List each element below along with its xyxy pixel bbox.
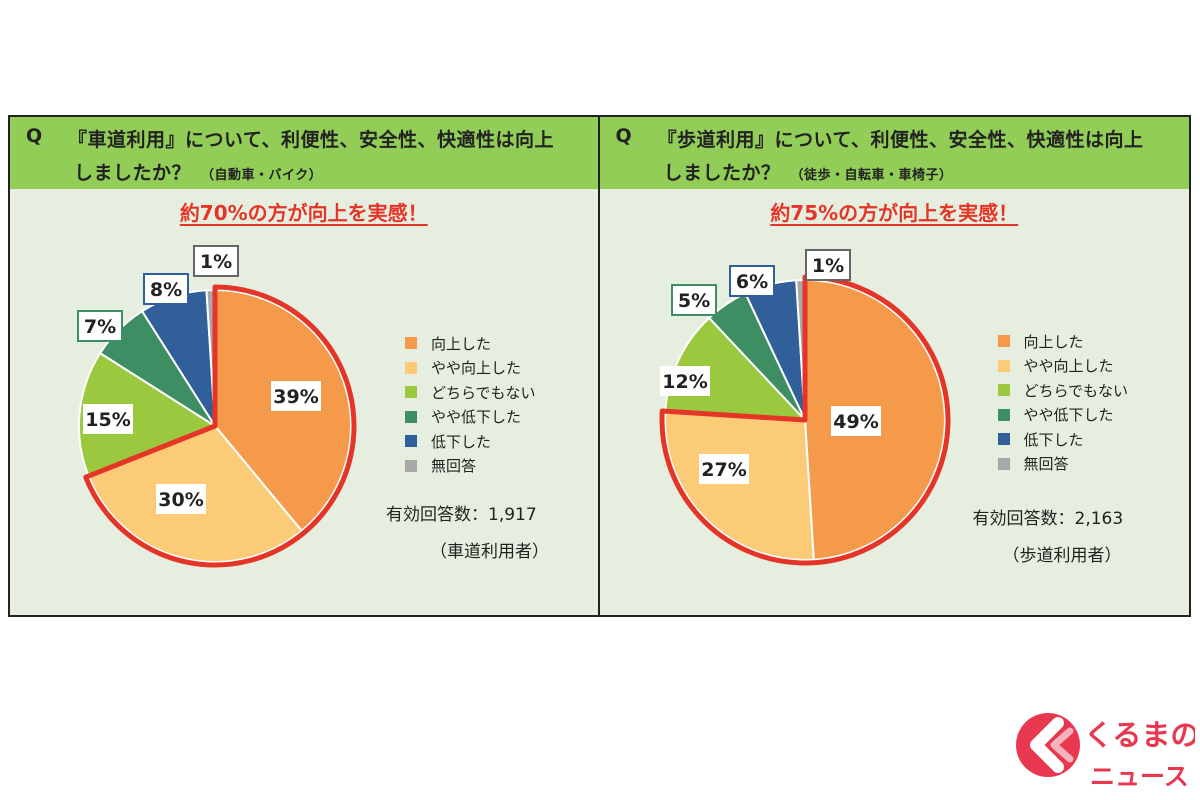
svg-text:39%: 39% bbox=[273, 386, 318, 408]
legend-swatch bbox=[997, 457, 1010, 470]
legend-item: やや低下した bbox=[997, 403, 1129, 428]
data-label-3: 12% bbox=[659, 366, 710, 396]
svg-text:5%: 5% bbox=[677, 290, 709, 312]
data-label-3: 15% bbox=[83, 404, 133, 434]
svg-text:1%: 1% bbox=[200, 251, 232, 273]
legend-item: やや向上した bbox=[405, 356, 536, 381]
data-label-6: 1% bbox=[193, 245, 239, 277]
pie-slice-2 bbox=[663, 410, 815, 561]
legend-swatch bbox=[997, 384, 1010, 397]
legend-label: やや低下した bbox=[1023, 406, 1114, 425]
question-bar: Q 『車道利用』について、利便性、安全性、快適性は向上 しましたか？ （自動車・バ… bbox=[10, 117, 598, 189]
headline: 約70%の方が向上を実感！ bbox=[179, 201, 428, 225]
respondent-group: （車道利用者） bbox=[430, 542, 549, 562]
data-label-4: 5% bbox=[670, 284, 717, 316]
svg-text:8%: 8% bbox=[150, 279, 182, 301]
svg-text:7%: 7% bbox=[84, 316, 116, 338]
legend-item: 無回答 bbox=[997, 452, 1129, 477]
respondent-count: 有効回答数：2,163 bbox=[972, 509, 1124, 529]
question-line-2-text: しましたか？ bbox=[74, 162, 192, 184]
legend-label: やや向上した bbox=[431, 359, 522, 378]
legend-item: どちらでもない bbox=[997, 378, 1129, 403]
survey-figure: Q 『車道利用』について、利便性、安全性、快適性は向上 しましたか？ （自動車・バ… bbox=[8, 115, 1191, 617]
svg-text:15%: 15% bbox=[85, 409, 130, 431]
legend-item: 向上した bbox=[997, 329, 1129, 354]
question-line-2: しましたか？ （自動車・バイク） bbox=[74, 158, 322, 185]
legend-swatch bbox=[405, 386, 417, 399]
pie-slice-3 bbox=[78, 351, 218, 478]
data-label-2: 30% bbox=[156, 484, 206, 514]
question-line-2: しましたか？ （徒歩・自転車・車椅子） bbox=[664, 158, 953, 185]
legend-swatch bbox=[997, 433, 1010, 446]
legend-swatch bbox=[405, 337, 417, 350]
svg-text:30%: 30% bbox=[158, 489, 203, 511]
logo-text-bottom: ニュース bbox=[1090, 762, 1189, 791]
legend-label: 無回答 bbox=[1023, 455, 1069, 474]
legend-item: やや低下した bbox=[405, 405, 536, 430]
legend-label: 向上した bbox=[1023, 332, 1084, 351]
pie-chart-sidewalk: 49% 27% 12% 5% 6% 1% bbox=[659, 249, 950, 566]
legend: 向上したやや向上した どちらでもない やや低下した 低下した無回答 bbox=[405, 331, 536, 478]
respondent-count: 有効回答数：1,917 bbox=[386, 505, 537, 525]
legend-item: どちらでもない bbox=[405, 380, 536, 405]
question-line-1: 『歩道利用』について、利便性、安全性、快適性は向上 bbox=[657, 129, 1144, 151]
data-label-1: 49% bbox=[830, 406, 881, 436]
data-label-2: 27% bbox=[698, 454, 749, 484]
legend-label: 低下した bbox=[431, 432, 492, 451]
legend-swatch bbox=[997, 359, 1010, 372]
headline: 約75%の方が向上を実感！ bbox=[770, 201, 1019, 225]
road-use-panel: Q 『車道利用』について、利便性、安全性、快適性は向上 しましたか？ （自動車・バ… bbox=[10, 117, 600, 615]
question-bar: Q 『歩道利用』について、利便性、安全性、快適性は向上 しましたか？ （徒歩・自転… bbox=[599, 117, 1189, 189]
svg-text:27%: 27% bbox=[701, 459, 746, 481]
legend-item: やや向上した bbox=[997, 354, 1129, 379]
legend-label: やや向上した bbox=[1023, 357, 1114, 376]
kuruma-news-logo: くるまの ニュース bbox=[1016, 713, 1195, 791]
legend-label: 向上した bbox=[431, 334, 492, 353]
logo-mark-icon bbox=[1016, 713, 1080, 777]
legend-item: 無回答 bbox=[405, 454, 536, 479]
svg-text:6%: 6% bbox=[735, 271, 767, 293]
data-label-5: 8% bbox=[143, 273, 189, 305]
logo-text-top: くるまの bbox=[1084, 718, 1195, 752]
legend-label: どちらでもない bbox=[1023, 381, 1129, 400]
data-label-6: 1% bbox=[804, 249, 851, 281]
legend-item: 低下した bbox=[997, 427, 1129, 452]
legend: 向上したやや向上した どちらでもない やや低下した 低下した無回答 bbox=[997, 329, 1129, 477]
question-mark: Q bbox=[615, 125, 632, 147]
question-mark: Q bbox=[26, 125, 43, 147]
legend-swatch bbox=[997, 408, 1010, 421]
question-line-2-text: しましたか？ bbox=[663, 162, 781, 184]
legend-label: 無回答 bbox=[431, 457, 477, 476]
pie-chart-road: 39% 30% 15% 7% 8% 1% bbox=[77, 245, 357, 568]
legend-label: どちらでもない bbox=[431, 383, 536, 402]
respondent-group: （歩道利用者） bbox=[1002, 546, 1122, 566]
legend-swatch bbox=[405, 459, 417, 472]
svg-text:1%: 1% bbox=[811, 255, 843, 277]
highlight-outline bbox=[659, 274, 950, 566]
legend-swatch bbox=[405, 410, 417, 423]
legend-swatch bbox=[405, 361, 417, 374]
data-label-5: 6% bbox=[728, 265, 775, 297]
question-line-1: 『車道利用』について、利便性、安全性、快適性は向上 bbox=[68, 129, 554, 151]
legend-label: やや低下した bbox=[431, 408, 522, 427]
question-subtext: （自動車・バイク） bbox=[201, 168, 323, 183]
svg-text:49%: 49% bbox=[833, 411, 878, 433]
legend-label: 低下した bbox=[1023, 430, 1084, 449]
legend-item: 向上した bbox=[405, 331, 536, 356]
data-label-1: 39% bbox=[271, 381, 321, 411]
legend-swatch bbox=[405, 435, 417, 448]
sidewalk-use-panel: Q 『歩道利用』について、利便性、安全性、快適性は向上 しましたか？ （徒歩・自転… bbox=[599, 117, 1189, 615]
data-label-4: 7% bbox=[77, 310, 123, 342]
highlight-outline bbox=[83, 284, 357, 568]
svg-text:12%: 12% bbox=[662, 371, 707, 393]
legend-swatch bbox=[997, 335, 1010, 348]
question-subtext: （徒歩・自転車・車椅子） bbox=[790, 168, 953, 183]
legend-item: 低下した bbox=[405, 429, 536, 454]
